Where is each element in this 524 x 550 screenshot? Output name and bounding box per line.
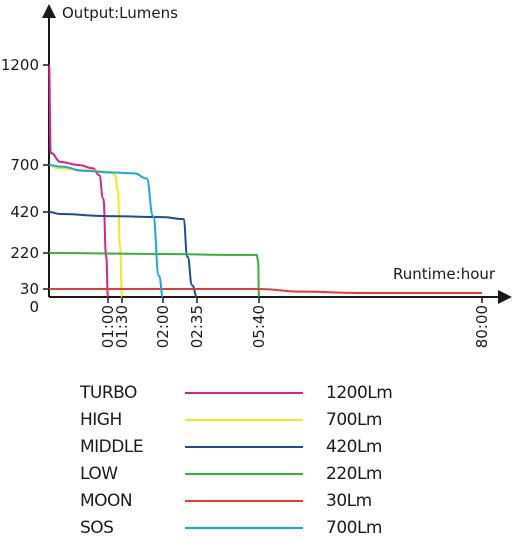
y-tick-label: 420 [10,203,39,221]
x-tick-label: 01:00 [99,305,117,348]
x-tick-label: 01:30 [113,305,131,348]
y-tick-label: 0 [29,298,39,316]
y-axis-arrow [42,4,56,18]
x-tick-label: 80:00 [473,305,491,348]
y-tick-label: 1200 [1,56,39,74]
series-line-moon [49,288,482,295]
x-tick-label: 05:40 [250,305,268,348]
x-axis-arrow [498,290,512,304]
x-axis-label: Runtime:hour [393,265,496,283]
y-tick-label: 220 [10,244,39,262]
series-line-high [48,164,123,298]
y-tick-label: 700 [10,156,39,174]
x-tick-label: 02:00 [154,305,172,348]
series-line-middle [48,211,198,298]
series-line-turbo [48,64,109,298]
series-line-sos [48,164,164,298]
y-axis-label: Output:Lumens [62,4,178,22]
series-line-low [48,252,260,298]
y-tick-label: 30 [20,280,39,298]
x-tick-label: 02:35 [188,305,206,348]
